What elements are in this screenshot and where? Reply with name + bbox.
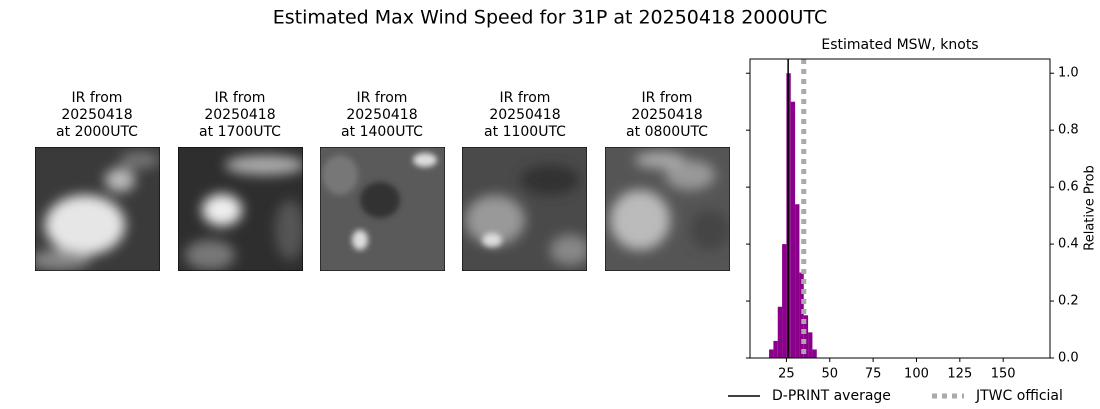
image-title: 20250418 bbox=[61, 107, 132, 123]
bar bbox=[795, 204, 800, 358]
image-title: IR from bbox=[357, 90, 408, 106]
page-title: Estimated Max Wind Speed for 31P at 2025… bbox=[273, 7, 827, 29]
x-tick-label: 75 bbox=[865, 367, 882, 382]
image-title: IR from bbox=[72, 90, 123, 106]
x-tick-label: 100 bbox=[904, 367, 929, 382]
y-tick-label: 0.0 bbox=[1058, 351, 1079, 366]
legend-label: D-PRINT average bbox=[772, 388, 891, 404]
bar bbox=[777, 306, 783, 358]
ir-image bbox=[320, 147, 445, 271]
image-title: 20250418 bbox=[489, 107, 560, 123]
bar bbox=[769, 349, 774, 358]
y-tick-label: 0.2 bbox=[1058, 294, 1079, 309]
x-tick-label: 150 bbox=[991, 367, 1016, 382]
bar bbox=[782, 244, 787, 358]
image-title: IR from bbox=[500, 90, 551, 106]
plot-frame bbox=[749, 58, 1051, 359]
y-tick-label: 0.8 bbox=[1058, 123, 1079, 138]
x-tick-label: 125 bbox=[947, 367, 972, 382]
bar bbox=[808, 332, 813, 358]
image-title: at 0800UTC bbox=[626, 124, 708, 140]
image-title: at 1100UTC bbox=[484, 124, 566, 140]
bar bbox=[790, 101, 796, 358]
legend-label: JTWC official bbox=[975, 388, 1063, 404]
image-title: IR from bbox=[642, 90, 693, 106]
image-title: at 2000UTC bbox=[56, 124, 138, 140]
x-tick-label: 50 bbox=[821, 367, 838, 382]
bar bbox=[803, 315, 809, 358]
bar bbox=[773, 340, 778, 358]
ir-image bbox=[605, 147, 730, 271]
y-axis-label: Relative Prob bbox=[1083, 165, 1098, 250]
image-title: IR from bbox=[215, 90, 266, 106]
x-tick-label: 25 bbox=[778, 367, 795, 382]
image-title: 20250418 bbox=[346, 107, 417, 123]
image-title: at 1700UTC bbox=[199, 124, 281, 140]
image-title: at 1400UTC bbox=[341, 124, 423, 140]
chart-title: Estimated MSW, knots bbox=[821, 37, 978, 53]
image-title: 20250418 bbox=[631, 107, 702, 123]
y-tick-label: 0.4 bbox=[1058, 237, 1079, 252]
bar bbox=[812, 349, 817, 358]
ir-image bbox=[35, 147, 160, 271]
image-title: 20250418 bbox=[204, 107, 275, 123]
ir-image bbox=[462, 147, 587, 271]
ir-image bbox=[178, 147, 303, 271]
y-tick-label: 1.0 bbox=[1058, 66, 1079, 81]
bar bbox=[799, 272, 804, 358]
y-tick-label: 0.6 bbox=[1058, 180, 1079, 195]
